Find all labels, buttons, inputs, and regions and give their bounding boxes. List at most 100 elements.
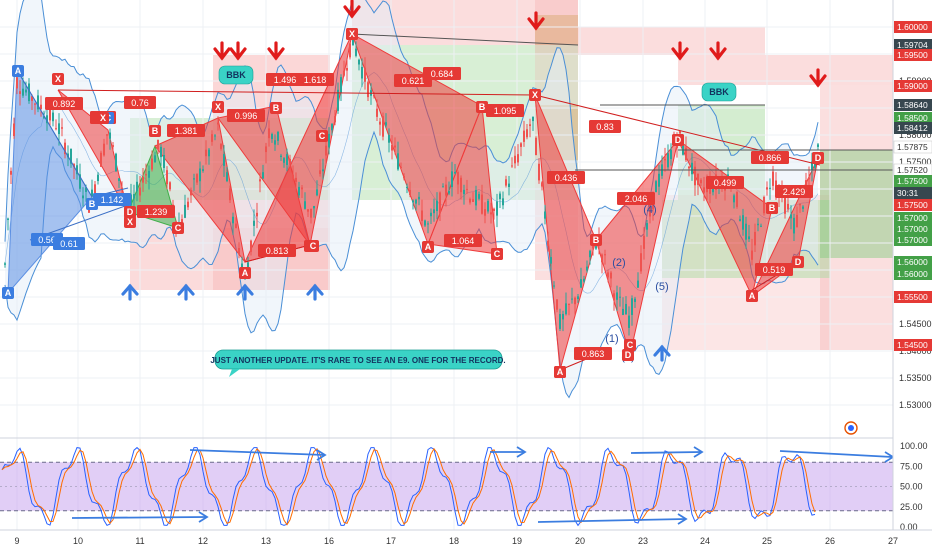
candle-body (61, 127, 63, 129)
ratio-label-6: 1.618 (304, 75, 327, 85)
candle-body (250, 240, 252, 252)
candle-body (799, 203, 801, 206)
candle-body (766, 187, 768, 190)
point-box-22 (97, 112, 109, 124)
candle-body (280, 155, 282, 157)
point-label-14: X (532, 90, 538, 100)
candle-body (142, 176, 144, 183)
time-axis: 9 10 11 12 13 16 17 18 19 20 23 24 25 26 27 (0, 529, 932, 550)
candle-body (493, 208, 495, 211)
candle-body (472, 199, 474, 202)
osc-tick-2: 50.00 (900, 482, 923, 492)
ratio-label-18: 2.046 (625, 194, 648, 204)
candle-body (97, 174, 99, 182)
time-tick-1: 10 (73, 536, 83, 546)
candle-body (565, 303, 567, 315)
candle-body (430, 212, 432, 217)
time-tick-11: 24 (700, 536, 710, 546)
ratio-box-12 (137, 205, 175, 218)
candle-body (136, 181, 138, 192)
ratio-box-10 (589, 120, 621, 133)
candle-body (466, 188, 468, 190)
signal-arrows (121, 0, 827, 362)
point-box-14 (529, 89, 541, 101)
candle-body (586, 266, 588, 271)
price-label-box-5 (894, 112, 932, 124)
point-label-29: D (675, 135, 682, 145)
candle-body (40, 104, 42, 110)
candle-body (568, 303, 570, 305)
candle-body (364, 67, 366, 82)
osc-arrowhead-1 (198, 511, 209, 523)
candle-body (442, 186, 444, 188)
trend-line-2 (351, 33, 579, 46)
price-label-17: 1.55500 (897, 292, 928, 302)
candle-body (757, 223, 759, 226)
candle-body (259, 179, 261, 182)
point-box-28 (124, 216, 136, 228)
point-label-20: D (625, 350, 632, 360)
candle-body (595, 246, 597, 249)
candle-body (208, 149, 210, 157)
point-label-17: B (593, 235, 600, 245)
price-tick-1: 1.53500 (899, 373, 932, 383)
candle-body (646, 223, 648, 230)
candle-body (655, 181, 657, 193)
price-label-13: 1.57000 (897, 224, 928, 234)
candle-body (433, 209, 435, 214)
time-tick-6: 17 (386, 536, 396, 546)
candle-body (205, 149, 207, 157)
price-label-1: 1.59704 (897, 40, 928, 50)
ratio-label-5: 1.496 (274, 75, 297, 85)
osc-arrow-5 (537, 518, 687, 523)
candle-body (409, 189, 411, 195)
ratio-label-17: 0.436 (555, 173, 578, 183)
point-box-24 (624, 339, 636, 351)
point-label-28: X (127, 217, 133, 227)
candle-body (502, 198, 504, 206)
candle-body (238, 248, 240, 255)
price-label-box-4 (894, 99, 932, 111)
candle-body (334, 116, 336, 123)
candle-body (394, 145, 396, 148)
point-box-4 (124, 206, 136, 218)
candle-body (154, 155, 156, 163)
ratio-label-19: 0.866 (759, 153, 782, 163)
ratio-box-5 (266, 73, 304, 86)
point-box-30 (307, 240, 319, 252)
candle-body (733, 195, 735, 203)
candle-body (367, 82, 369, 98)
candle-body (37, 95, 39, 110)
candle-body (457, 172, 459, 185)
time-tick-14: 27 (888, 536, 898, 546)
price-label-11: 1.57500 (897, 200, 928, 210)
point-box-12 (422, 241, 434, 253)
candle-body (196, 174, 198, 183)
ratio-label-9: 1.095 (494, 106, 517, 116)
ratio-box-15 (258, 244, 296, 257)
candle-body (460, 177, 462, 193)
candle-body (628, 315, 630, 328)
ratio-label-22: 0.519 (763, 265, 786, 275)
osc-arrowhead-5 (677, 513, 688, 525)
candle-body (772, 171, 774, 186)
point-label-6: X (215, 102, 221, 112)
candle-body (445, 184, 447, 196)
point-box-35 (491, 248, 503, 260)
candle-body (283, 158, 285, 163)
ratio-label-1: 0.892 (53, 99, 76, 109)
candle-body (331, 124, 333, 131)
candle-body (310, 208, 312, 218)
candle-body (85, 187, 87, 192)
price-label-box-13 (894, 223, 932, 235)
candle-body (325, 145, 327, 156)
osc-arrow-0 (189, 449, 326, 456)
ratio-box-3 (167, 124, 205, 137)
ratio-box-16 (444, 234, 482, 247)
point-label-9: A (242, 268, 249, 278)
candle-body (133, 194, 135, 199)
point-label-36: D (815, 153, 822, 163)
point-label-33: B (769, 203, 776, 213)
